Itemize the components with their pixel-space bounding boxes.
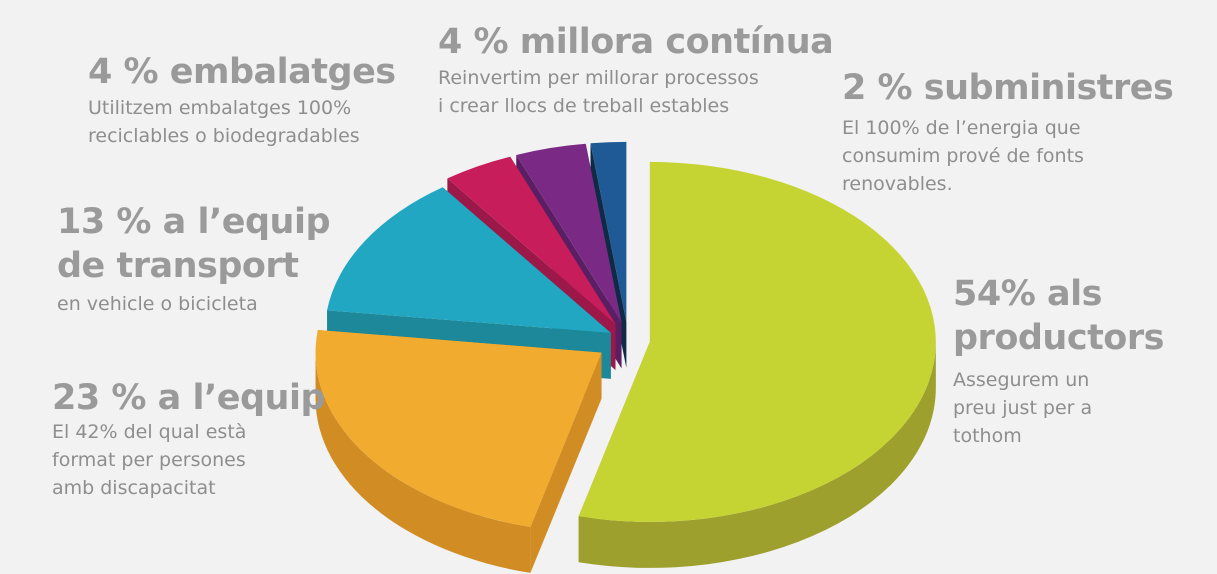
slice-desc-productors-line2: preu just per a bbox=[953, 397, 1093, 419]
slice-title-subministres: 2 % subministres bbox=[842, 68, 1174, 108]
slice-desc-productors-line1: Assegurem un bbox=[953, 369, 1090, 391]
slice-desc-millora-line1: Reinvertim per millorar processos bbox=[438, 67, 759, 90]
slice-title-transport-line1: 13 % a l’equip bbox=[57, 202, 331, 242]
slice-desc-equip-line3: amb discapacitat bbox=[52, 477, 216, 500]
slice-label-millora: 4 % millora contínua Reinvertim per mill… bbox=[438, 22, 834, 120]
slice-desc-equip-line1: El 42% del qual està bbox=[52, 421, 247, 444]
pie-slice-millora bbox=[516, 143, 622, 323]
slice-label-embalatges: 4 % embalatges Utilitzem embalatges 100%… bbox=[88, 52, 396, 150]
slice-label-subministres: 2 % subministres El 100% de l’energia qu… bbox=[842, 68, 1174, 198]
slice-desc-equip-line2: format per persones bbox=[52, 449, 246, 472]
slice-desc-millora-line2: i crear llocs de treball estables bbox=[438, 95, 730, 118]
pie-slice-equip-side-0 bbox=[315, 352, 531, 573]
slice-desc-embalatges-line2: reciclables o biodegradables bbox=[88, 125, 360, 148]
slice-desc-transport: en vehicle o bicicleta bbox=[57, 293, 258, 315]
pie-slice-equip-face-0 bbox=[530, 352, 602, 573]
slice-title-productors-line2: productors bbox=[953, 318, 1164, 358]
slice-title-productors-line1: 54% als bbox=[953, 274, 1102, 314]
slice-title-transport-line2: de transport bbox=[57, 246, 299, 286]
pie-slice-transport bbox=[327, 187, 611, 333]
slice-title-equip: 23 % a l’equip bbox=[52, 378, 326, 418]
pie-slice-productors bbox=[578, 161, 936, 522]
slice-title-millora: 4 % millora contínua bbox=[438, 22, 834, 62]
slice-desc-subministres-line2: consumim prové de fonts bbox=[842, 145, 1084, 168]
slice-desc-embalatges-line1: Utilitzem embalatges 100% bbox=[88, 97, 352, 120]
slice-desc-subministres-line3: renovables. bbox=[842, 173, 953, 196]
slice-desc-productors-line3: tothom bbox=[953, 425, 1022, 447]
pie-slice-embalatges bbox=[447, 156, 616, 325]
slice-label-productors: 54% als productors Assegurem un preu jus… bbox=[953, 272, 1164, 450]
slice-title-embalatges: 4 % embalatges bbox=[88, 52, 396, 92]
pie-slice-subministres bbox=[590, 141, 627, 322]
pie-slice-equip bbox=[315, 330, 602, 527]
pie-slice-productors-side-0 bbox=[578, 341, 936, 568]
slice-label-equip: 23 % a l’equip El 42% del qual està form… bbox=[52, 378, 326, 502]
slice-desc-subministres-line1: El 100% de l’energia que bbox=[842, 117, 1081, 140]
slice-label-transport: 13 % a l’equip de transport en vehicle o… bbox=[57, 200, 331, 318]
